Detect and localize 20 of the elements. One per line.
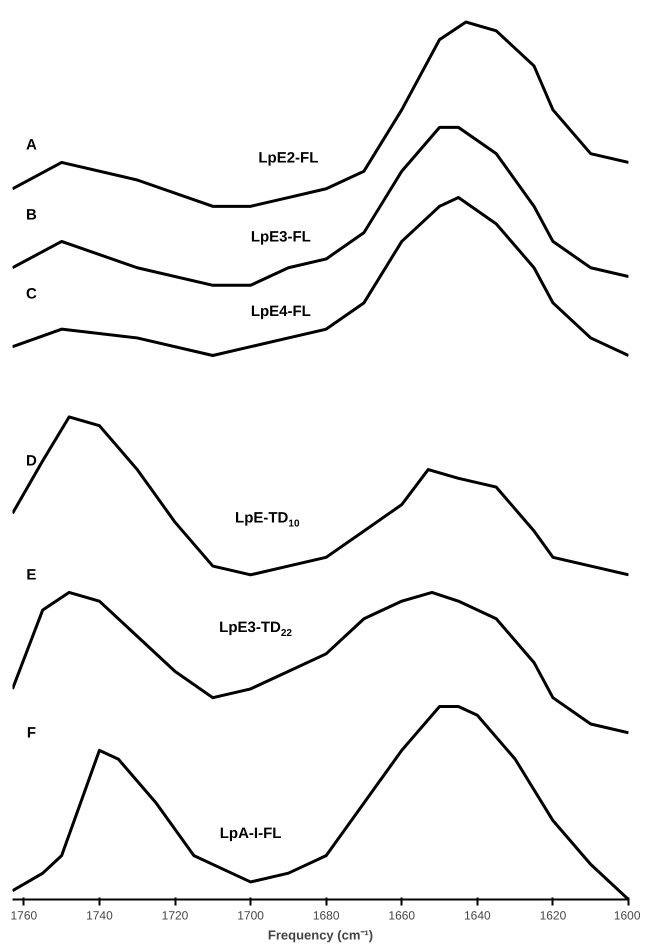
x-tick-label: 1720 <box>162 908 189 922</box>
annotation: E <box>26 566 36 584</box>
annotation: D <box>26 452 37 470</box>
x-tick-label: 1600 <box>614 908 641 922</box>
annotation: A <box>26 136 37 154</box>
series-label: LpE3-FL <box>250 228 311 246</box>
x-tick-label: 1760 <box>10 908 38 922</box>
x-tick-label: 1620 <box>540 908 567 922</box>
x-tick-label: 1740 <box>86 908 114 922</box>
series-label: LpA-I-FL <box>220 825 282 842</box>
annotation: C <box>26 286 37 303</box>
x-tick-label: 1660 <box>388 908 416 922</box>
x-tick-label: 1680 <box>312 908 340 922</box>
series-label: LpE2-FL <box>258 150 318 167</box>
annotation: B <box>26 206 37 224</box>
x-tick-label: 1700 <box>237 908 264 922</box>
series-label: LpE4-FL <box>250 303 311 320</box>
x-axis-title: Frequency (cm⁻¹) <box>268 928 374 942</box>
x-tick-label: 1640 <box>464 908 492 922</box>
annotation: F <box>26 724 36 742</box>
